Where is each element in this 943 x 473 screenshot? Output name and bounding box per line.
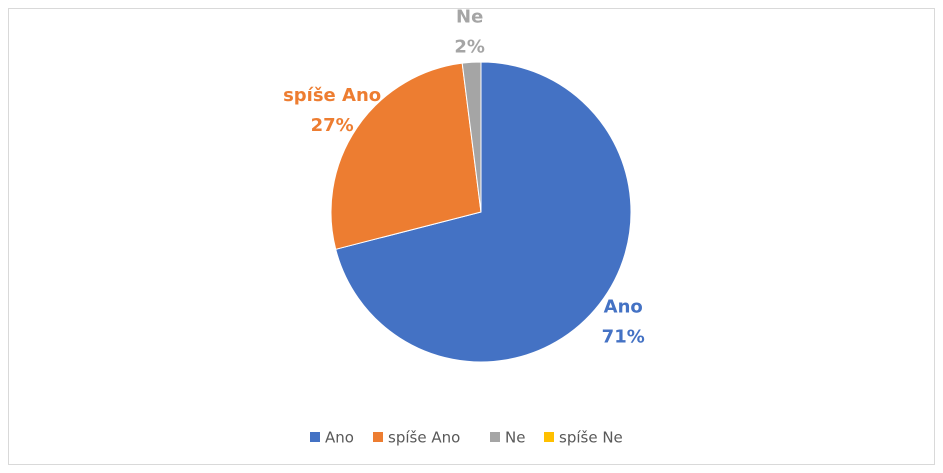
legend-label: spíše Ne — [559, 429, 623, 447]
pie-slice — [335, 61, 632, 363]
legend-swatch — [490, 432, 500, 442]
pie-slice — [330, 62, 482, 250]
data-label-value: 27% — [311, 115, 354, 136]
legend-swatch — [544, 432, 554, 442]
legend-label: Ne — [505, 429, 525, 447]
legend-swatch — [310, 432, 320, 442]
data-label-name: Ne — [456, 6, 483, 27]
legend-label: spíše Ano — [388, 429, 460, 447]
legend-swatch — [373, 432, 383, 442]
data-label-value: 71% — [602, 326, 645, 347]
data-label-value: 2% — [454, 36, 485, 57]
data-label-name: Ano — [604, 296, 643, 317]
pie-slice — [461, 61, 482, 213]
data-label-name: spíše Ano — [283, 85, 381, 106]
legend-label: Ano — [325, 429, 354, 447]
